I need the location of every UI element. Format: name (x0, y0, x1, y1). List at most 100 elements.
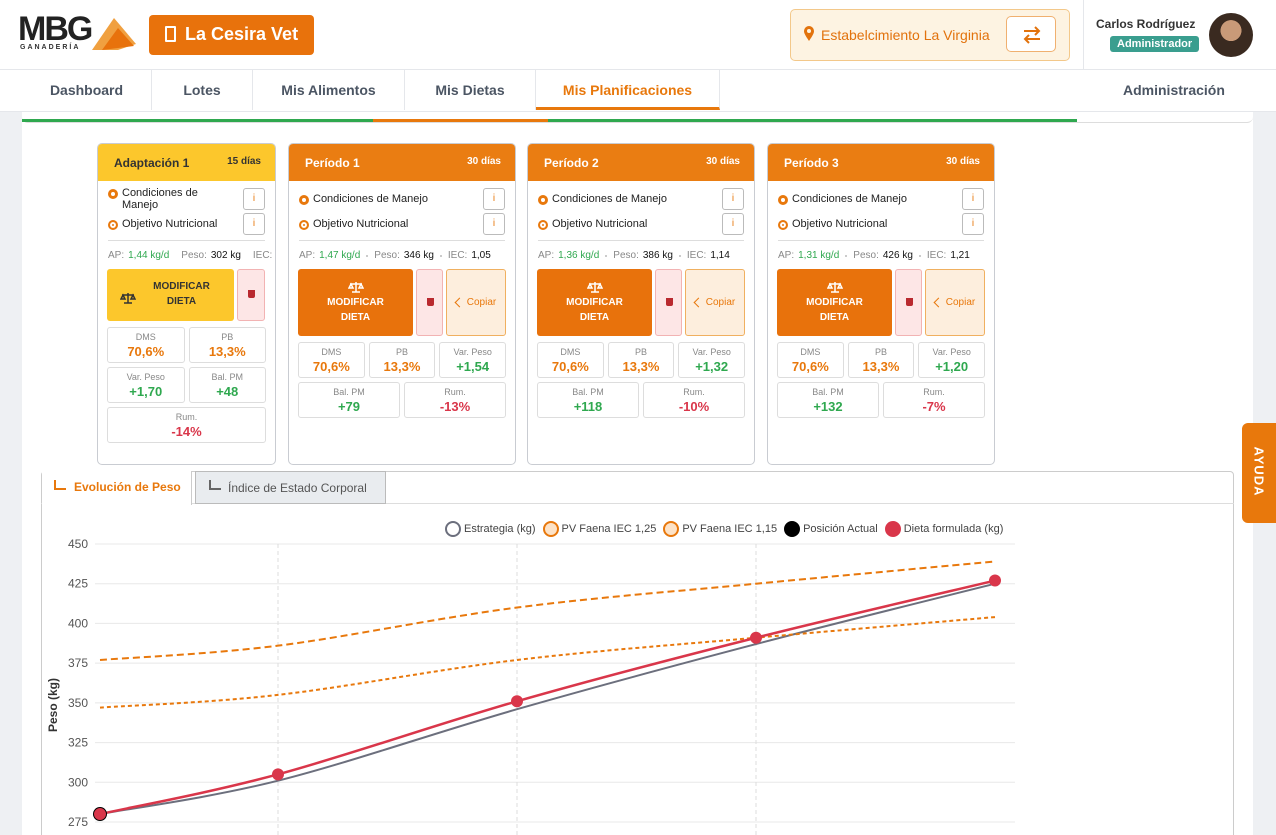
tab[interactable]: Índice de Estado Corporal (195, 471, 386, 504)
legend-item: PV Faena IEC 1,15 (663, 521, 777, 537)
metric: PB 13,3% (368, 342, 436, 378)
info-button[interactable]: i (722, 212, 744, 235)
delete-button[interactable] (895, 269, 922, 336)
nav-tab[interactable]: Dashboard (22, 70, 152, 110)
legend-item: Estrategia (kg) (445, 521, 536, 537)
nav-tab[interactable]: Mis Alimentos (253, 70, 405, 110)
card-row: Objetivo Nutricional i (538, 211, 744, 236)
metric-value: +118 (573, 399, 603, 414)
data-point (94, 808, 106, 821)
admin-menu[interactable]: Administración (1123, 82, 1225, 98)
copy-button[interactable]: Copiar (925, 269, 985, 336)
info-button[interactable]: i (962, 212, 984, 235)
chart-icon (54, 480, 66, 490)
legend-swatch (542, 521, 559, 537)
stat-value: 346 kg (403, 250, 434, 261)
info-button[interactable]: i (722, 187, 744, 210)
y-tick-label: 350 (68, 696, 88, 710)
metric: Rum. -7% (883, 382, 985, 418)
metrics: DMS 70,6% PB 13,3% Var. Peso +1,32 Bal. PM +118… (537, 342, 745, 418)
y-axis-label: Peso (kg) (46, 678, 60, 732)
period-card: Período 2 30 días Condiciones de Manejo i Ob… (527, 143, 755, 465)
row-label: Condiciones de Manejo (299, 193, 428, 205)
gear-icon (778, 194, 788, 205)
y-tick-label: 400 (68, 616, 88, 630)
metric-label: Bal. PM (333, 387, 365, 397)
scale-icon (586, 282, 603, 293)
legend-label: Posición Actual (803, 523, 878, 535)
card-row: Condiciones de Manejo i (778, 186, 984, 211)
metric-label: PB (874, 347, 887, 357)
stat-label: IEC: (686, 250, 707, 261)
info-button[interactable]: i (483, 187, 505, 210)
stat-value: 1,47 kg/d (319, 250, 361, 261)
y-tick-label: 375 (68, 656, 88, 670)
info-button[interactable]: i (483, 212, 505, 235)
dot (678, 254, 681, 257)
modify-button[interactable]: MODIFICAR DIETA (537, 269, 652, 336)
metric-label: Bal. PM (211, 372, 243, 382)
card-stats: AP: 1,36 kg/d Peso: 386 kg IEC: 1,14 (538, 240, 744, 261)
target-icon (778, 219, 788, 230)
data-point (750, 631, 762, 644)
nav-tab[interactable]: Mis Dietas (405, 70, 536, 110)
metric-value: +1,70 (129, 384, 163, 399)
nav-tab[interactable]: Mis Planificaciones (536, 70, 720, 110)
divider (1083, 0, 1084, 70)
modify-button[interactable]: MODIFICAR DIETA (298, 269, 413, 336)
vet-button[interactable]: La Cesira Vet (149, 15, 314, 55)
data-point (272, 768, 284, 781)
scale-icon (826, 282, 843, 293)
metric: PB 13,3% (607, 342, 675, 378)
stat-label: IEC: (252, 250, 273, 261)
delete-button[interactable] (655, 269, 682, 336)
scale-icon (347, 282, 364, 293)
delete-button[interactable] (237, 269, 265, 321)
stat-value: 386 kg (642, 250, 673, 261)
target-icon (108, 219, 118, 230)
gear-icon (108, 188, 118, 199)
metric-label: Rum. (683, 387, 705, 397)
info-button[interactable]: i (243, 187, 265, 210)
row-text: Condiciones de Manejo (313, 192, 428, 205)
delete-button[interactable] (416, 269, 443, 336)
card-row: Objetivo Nutricional i (108, 211, 265, 236)
metric-value: 13,3% (383, 359, 421, 374)
dot (918, 254, 921, 257)
swap-button[interactable] (1006, 16, 1056, 52)
stat-value: 1,36 kg/d (558, 250, 600, 261)
series-line (99, 616, 996, 709)
copy-label: Copiar (466, 297, 497, 308)
building-icon (165, 26, 176, 42)
modify-button[interactable]: MODIFICAR DIETA (777, 269, 892, 336)
copy-button[interactable]: Copiar (446, 269, 506, 336)
metric-label: PB (634, 347, 647, 357)
help-tab[interactable] (1242, 423, 1276, 523)
modify-button[interactable]: MODIFICAR DIETA (107, 269, 234, 321)
stat-value: 426 kg (882, 250, 913, 261)
stat-label: Peso: (853, 250, 879, 261)
metric: Bal. PM +132 (777, 382, 879, 418)
series-line (99, 560, 996, 661)
arrow-icon (693, 297, 704, 308)
stat-label: AP: (299, 250, 316, 261)
period-days: 30 días (946, 156, 980, 167)
y-tick-label: 275 (68, 815, 88, 829)
card-header: Adaptación 1 15 días (98, 144, 275, 181)
info-button[interactable]: i (962, 187, 984, 210)
legend-label: Estrategia (kg) (464, 523, 536, 535)
copy-button[interactable]: Copiar (685, 269, 745, 336)
avatar[interactable] (1209, 13, 1253, 57)
copy-label: Copiar (945, 297, 976, 308)
tab-active[interactable]: Evolución de Peso (42, 471, 192, 505)
chart-panel (41, 471, 1234, 835)
stat-label: Peso: (374, 250, 400, 261)
nav-tab[interactable]: Lotes (152, 70, 253, 110)
metric: Var. Peso +1,54 (439, 342, 506, 378)
dot (366, 254, 369, 257)
info-button[interactable]: i (243, 212, 265, 235)
metric-label: Bal. PM (572, 387, 604, 397)
trash-icon (427, 298, 434, 306)
pin-icon (804, 26, 814, 41)
